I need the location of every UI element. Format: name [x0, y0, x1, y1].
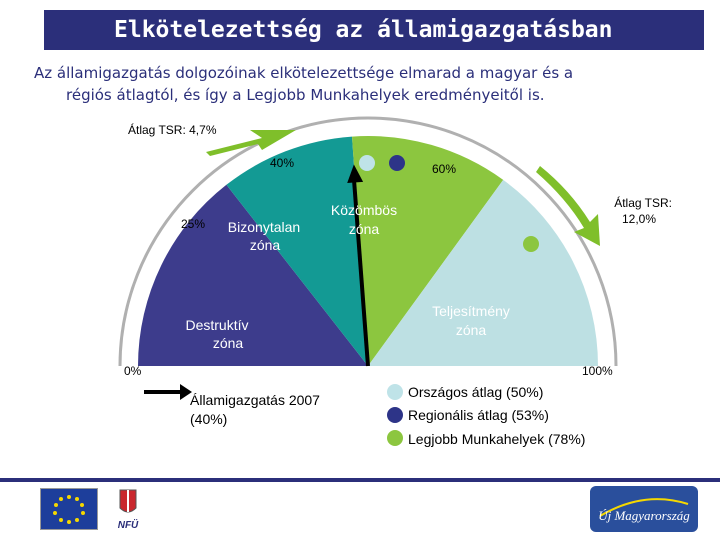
uncertain-zone-sector [226, 136, 368, 366]
legend-regional-dot-icon [387, 407, 403, 423]
slide-subtitle: Az államigazgatás dolgozóinak elköteleze… [34, 62, 714, 106]
uncertain-zone-label-2: zóna [250, 237, 281, 253]
legend-national-dot-icon [387, 384, 403, 400]
legend-needle-line-icon [144, 390, 184, 394]
national-average-marker [359, 155, 375, 171]
avg-tsr-low-label: Átlag TSR: 4,7% [128, 122, 217, 137]
legend-national-label: Országos átlag (50%) [408, 384, 544, 400]
slide-title: Elkötelezettség az államigazgatásban [44, 10, 704, 50]
subtitle-line-2: régiós átlagtól, és így a Legjobb Munkah… [66, 86, 545, 104]
avg-tsr-high-label-line2: 12,0% [622, 212, 656, 226]
performance-zone-sector [368, 179, 598, 366]
avg-tsr-high-label-line1: Átlag TSR: [614, 195, 672, 210]
legend-best-label: Legjobb Munkahelyek (78%) [408, 431, 586, 447]
destructive-zone-sector [138, 184, 368, 366]
tsr-high-arrow-icon [536, 166, 600, 246]
uncertain-zone-label-1: Bizonytalan [228, 219, 300, 235]
indifferent-zone-sector [352, 136, 504, 366]
tick-100-percent: 100% [582, 364, 613, 378]
uj-magyarorszag-logo: Új Magyarország [590, 486, 698, 532]
performance-zone-label-2: zóna [456, 322, 487, 338]
svg-text:NFÜ: NFÜ [118, 518, 139, 531]
legend-needle-label-1: Államigazgatás 2007 [190, 392, 320, 408]
best-workplaces-marker [523, 236, 539, 252]
subtitle-line-1: Az államigazgatás dolgozóinak elköteleze… [34, 64, 574, 82]
legend-best-dot-icon [387, 430, 403, 446]
destructive-zone-label-1: Destruktív [185, 317, 248, 333]
tick-25-percent: 25% [181, 217, 205, 231]
performance-zone-label-1: Teljesítmény [432, 303, 510, 319]
indifferent-zone-label-2: zóna [349, 221, 380, 237]
legend-needle-arrowhead-icon [180, 384, 192, 400]
tick-40-percent: 40% [270, 156, 294, 170]
regional-average-marker [389, 155, 405, 171]
eu-flag-icon [40, 488, 98, 530]
needle-arrowhead-icon [347, 164, 364, 183]
destructive-zone-label-2: zóna [213, 335, 244, 351]
legend-regional-label: Regionális átlag (53%) [408, 407, 549, 423]
legend-needle-label-2: (40%) [190, 411, 228, 427]
gauge-outer-arc [118, 116, 618, 367]
tick-60-percent: 60% [432, 162, 456, 176]
footer-divider [0, 478, 720, 482]
needle-arrow [351, 178, 370, 367]
svg-text:Új Magyarország: Új Magyarország [598, 508, 690, 523]
tsr-low-arrow-icon [206, 130, 296, 156]
nfu-logo: NFÜ [110, 486, 146, 532]
indifferent-zone-label-1: Közömbös [331, 202, 397, 218]
tick-0-percent: 0% [124, 364, 142, 378]
